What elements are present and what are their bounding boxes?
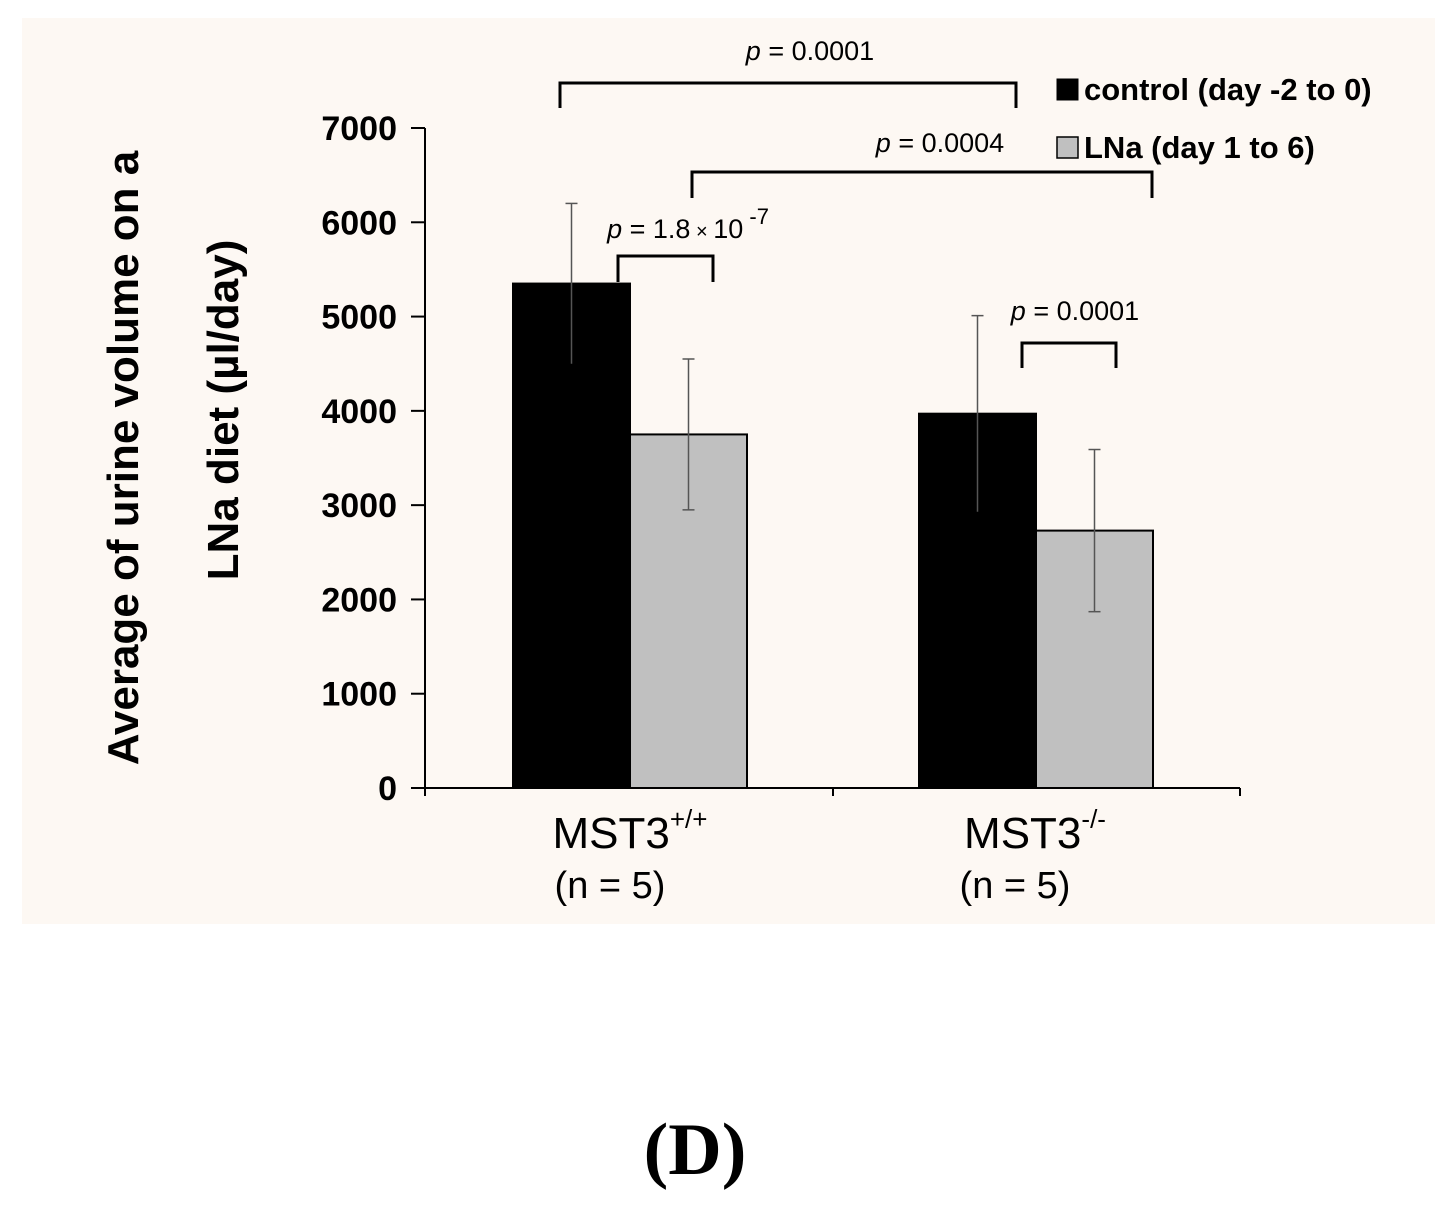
legend-label-lna: LNa (day 1 to 6) (1084, 130, 1315, 165)
bracket-mst3-wt (616, 254, 715, 282)
category-label-mst3-wt: MST3+/+ (553, 804, 708, 858)
y-axis-title-line2: LNa diet (µl/day) (199, 240, 248, 581)
bracket-mst3-ko (1020, 341, 1118, 368)
y-tick-label: 0 (378, 770, 397, 808)
category-label-mst3-ko-n: (n = 5) (960, 865, 1071, 907)
p-value-mst3-wt: p = 1.8 × 10 -7 (606, 204, 769, 244)
figure-label: (D) (643, 1109, 747, 1191)
y-tick-label: 5000 (321, 299, 397, 337)
category-label-mst3-ko: MST3-/- (964, 804, 1106, 858)
bracket-lna-vs-lna (690, 170, 1154, 198)
y-axis-title-line1: Average of urine volume on a (99, 150, 148, 765)
p-value-mst3-ko: p = 0.0001 (1010, 296, 1139, 326)
legend-label-control: control (day -2 to 0) (1084, 72, 1372, 107)
legend-swatch-control (1056, 78, 1079, 101)
y-tick-label: 3000 (321, 487, 397, 525)
p-value-control-vs-control: p = 0.0001 (745, 36, 874, 66)
p-value-lna-vs-lna: p = 0.0004 (875, 128, 1004, 158)
y-tick-label: 4000 (321, 393, 397, 431)
y-tick-label: 2000 (321, 581, 397, 619)
category-label-mst3-wt-n: (n = 5) (555, 865, 666, 907)
legend-swatch-lna (1056, 136, 1079, 159)
bracket-control-vs-control (558, 81, 1018, 108)
bar-control-mst3-wt (512, 282, 631, 789)
y-tick-label: 6000 (321, 204, 397, 242)
y-tick-label: 1000 (321, 676, 397, 714)
y-tick-label: 7000 (321, 110, 397, 148)
